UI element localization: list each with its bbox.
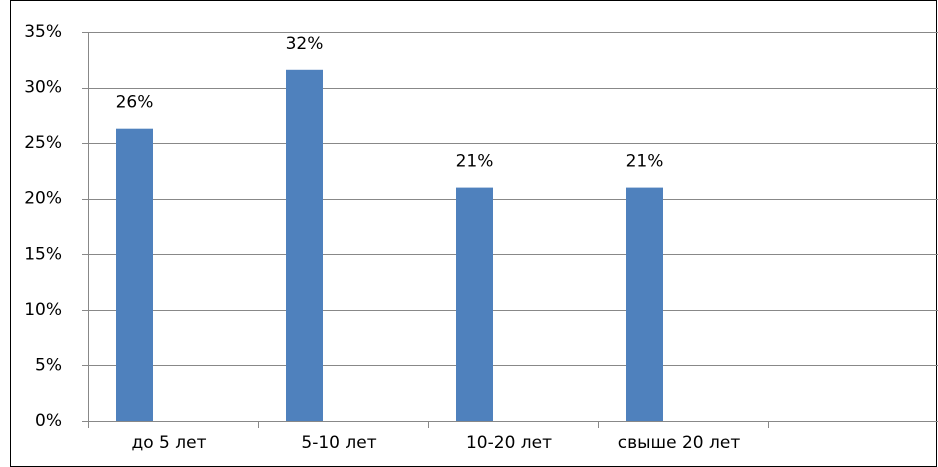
x-tick-label: 5-10 лет xyxy=(301,433,376,453)
data-label: 21% xyxy=(456,152,494,172)
y-tick-label: 15% xyxy=(24,244,62,264)
data-label: 32% xyxy=(286,34,324,54)
y-tick-label: 20% xyxy=(24,189,62,209)
x-tick-label: до 5 лет xyxy=(131,433,206,453)
y-tick-label: 0% xyxy=(35,411,62,431)
y-tick-label: 10% xyxy=(24,300,62,320)
bar xyxy=(456,187,493,421)
bar xyxy=(626,187,663,421)
x-tick-label: свыше 20 лет xyxy=(618,433,741,453)
data-label: 26% xyxy=(116,93,154,113)
y-tick-label: 25% xyxy=(24,133,62,153)
x-tick-label: 10-20 лет xyxy=(466,433,552,453)
data-label: 21% xyxy=(626,152,664,172)
bar xyxy=(116,128,153,422)
y-tick-label: 30% xyxy=(24,78,62,98)
y-tick-label: 35% xyxy=(24,22,62,42)
y-tick-label: 5% xyxy=(35,355,62,375)
bar xyxy=(286,69,323,421)
